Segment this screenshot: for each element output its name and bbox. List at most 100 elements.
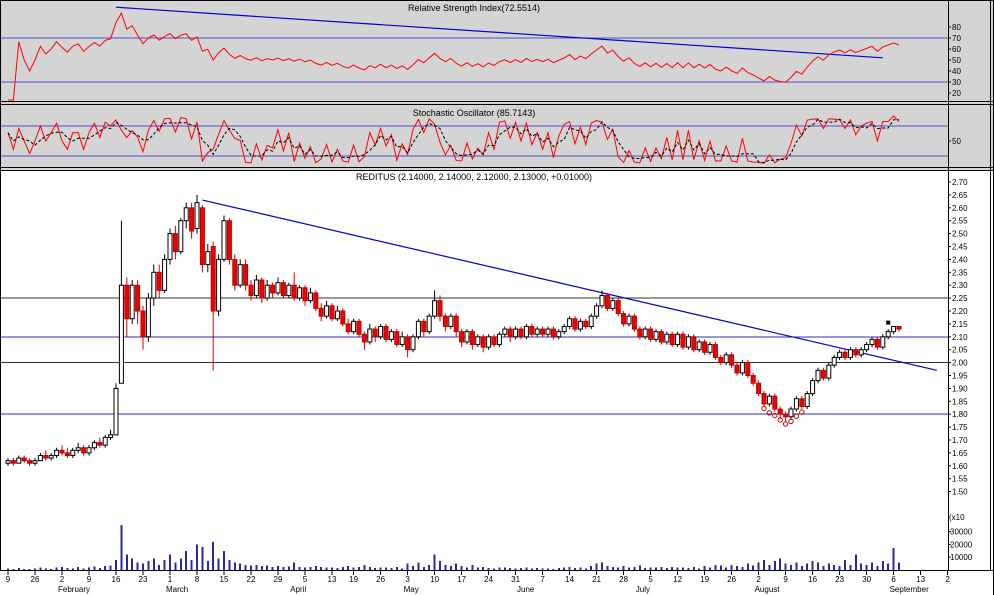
svg-text:2: 2 [945,575,950,584]
date-axis-panel [0,570,994,595]
svg-text:2.35: 2.35 [952,268,968,277]
svg-text:16: 16 [112,575,121,584]
svg-text:2.30: 2.30 [952,281,968,290]
svg-text:1.65: 1.65 [952,449,968,458]
svg-text:40: 40 [952,67,961,76]
rsi-panel [0,0,994,103]
svg-text:8: 8 [195,575,200,584]
svg-text:16: 16 [808,575,817,584]
svg-text:9: 9 [87,575,92,584]
svg-text:28: 28 [619,575,628,584]
svg-text:2.70: 2.70 [952,178,968,187]
svg-text:2.00: 2.00 [952,359,968,368]
rsi-trendline [115,6,883,59]
rsi-line [8,11,900,101]
svg-text:2.20: 2.20 [952,307,968,316]
svg-text:1.80: 1.80 [952,410,968,419]
svg-text:20000: 20000 [950,540,973,549]
svg-text:2.05: 2.05 [952,346,968,355]
svg-text:2.15: 2.15 [952,320,968,329]
svg-text:2.10: 2.10 [952,333,968,342]
svg-text:30000: 30000 [950,528,973,537]
svg-text:26: 26 [376,575,385,584]
svg-text:July: July [636,585,650,594]
svg-text:7: 7 [540,575,545,584]
svg-text:2.65: 2.65 [952,191,968,200]
svg-text:1.60: 1.60 [952,462,968,471]
svg-text:31: 31 [511,575,520,584]
svg-text:1.50: 1.50 [952,488,968,497]
svg-text:14: 14 [565,575,574,584]
svg-text:1.55: 1.55 [952,475,968,484]
svg-text:19: 19 [349,575,358,584]
svg-text:5: 5 [648,575,653,584]
volume-scale-note: (x10 [949,513,965,522]
svg-text:August: August [755,585,781,594]
svg-text:23: 23 [139,575,148,584]
svg-text:13: 13 [916,575,925,584]
svg-text:2.45: 2.45 [952,243,968,252]
volume-bars [7,525,900,570]
svg-text:1.75: 1.75 [952,423,968,432]
svg-text:2.50: 2.50 [952,230,968,239]
svg-text:6: 6 [891,575,896,584]
grid-lines [0,37,948,415]
svg-text:50: 50 [952,56,961,65]
svg-text:10: 10 [430,575,439,584]
svg-text:23: 23 [835,575,844,584]
svg-text:22: 22 [247,575,256,584]
svg-text:9: 9 [783,575,788,584]
svg-text:29: 29 [274,575,283,584]
svg-text:March: March [166,585,188,594]
candlesticks [5,194,902,466]
svg-text:2: 2 [756,575,761,584]
price-title: REDITUS (2.14000, 2.14000, 2.12000, 2.13… [356,172,592,182]
svg-text:20: 20 [952,89,961,98]
svg-text:30: 30 [952,78,961,87]
svg-text:19: 19 [700,575,709,584]
svg-text:13: 13 [328,575,337,584]
svg-text:2.25: 2.25 [952,294,968,303]
date-axis: 9 26 2 9 16 23 1 8 15 22 29 5 13 19 26 3 10 17 24 31 7 14 21 28… [6,570,950,594]
svg-text:2.40: 2.40 [952,255,968,264]
svg-text:80: 80 [952,23,961,32]
value-axis-labels: 80 70 60 50 40 30 20 50 2.70 2.65 2.60 2.55 2.50 2.45… [948,23,973,562]
stochastic-title: Stochastic Oscillator (85.7143) [412,108,536,118]
svg-text:February: February [58,585,90,594]
svg-text:June: June [517,585,535,594]
svg-text:May: May [404,585,419,594]
svg-text:26: 26 [727,575,736,584]
svg-text:3: 3 [405,575,410,584]
price-trendline [202,199,937,371]
svg-text:1.90: 1.90 [952,384,968,393]
stochastic-d-line [7,118,899,164]
svg-text:2: 2 [60,575,65,584]
svg-text:1.85: 1.85 [952,397,968,406]
svg-text:1.70: 1.70 [952,436,968,445]
svg-text:5: 5 [303,575,308,584]
svg-text:70: 70 [952,34,961,43]
svg-text:15: 15 [220,575,229,584]
svg-text:17: 17 [457,575,466,584]
svg-text:21: 21 [592,575,601,584]
svg-text:1.95: 1.95 [952,372,968,381]
svg-text:1: 1 [168,575,173,584]
svg-text:2.60: 2.60 [952,204,968,213]
pattern-markers [761,320,891,427]
svg-text:30: 30 [862,575,871,584]
svg-text:50: 50 [952,137,961,146]
rsi-title: Relative Strength Index(72.5514) [407,3,541,13]
svg-text:60: 60 [952,45,961,54]
svg-text:12: 12 [673,575,682,584]
svg-text:10000: 10000 [950,553,973,562]
svg-text:26: 26 [31,575,40,584]
stochastic-k-line [7,115,900,164]
svg-text:April: April [290,585,306,594]
volume-panel [0,514,994,570]
svg-text:9: 9 [6,575,11,584]
svg-text:September: September [890,585,929,594]
svg-text:24: 24 [484,575,493,584]
